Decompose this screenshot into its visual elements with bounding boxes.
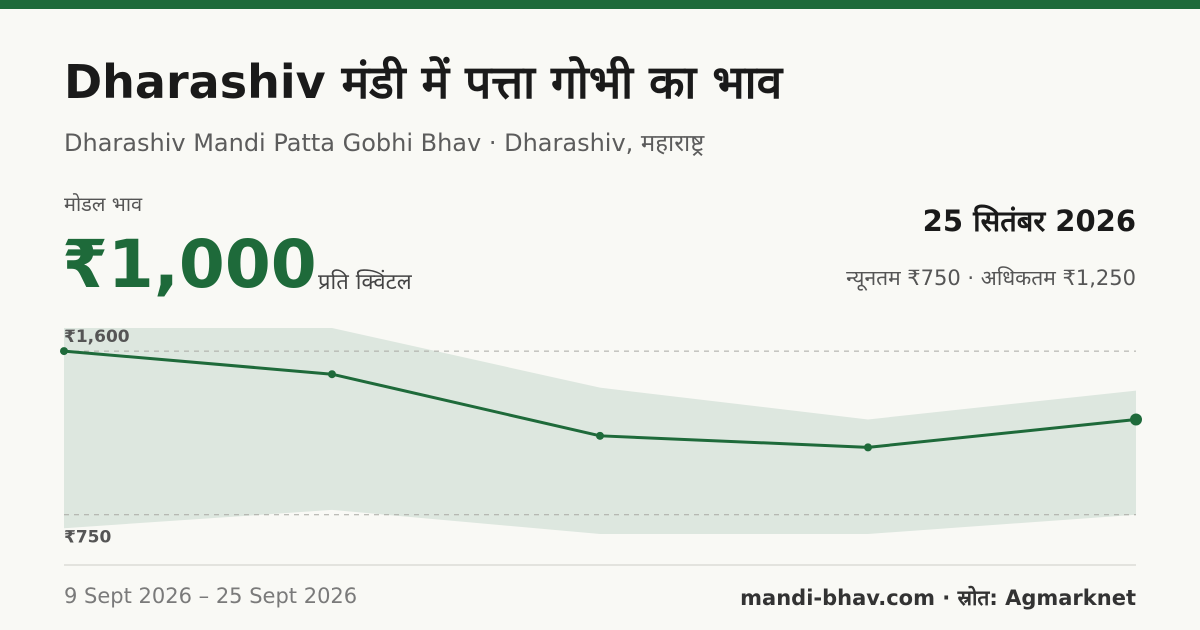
- top-accent-bar: [0, 0, 1200, 9]
- modal-price-label: मोडल भाव: [64, 192, 143, 216]
- reference-line-label: ₹750: [64, 528, 111, 548]
- min-max-price: न्यूनतम ₹750 · अधिकतम ₹1,250: [846, 266, 1136, 290]
- data-point: [328, 370, 336, 379]
- data-point: [864, 443, 872, 452]
- price-date: 25 सितंबर 2026: [922, 204, 1136, 238]
- data-point: [596, 431, 604, 440]
- page-subtitle: Dharashiv Mandi Patta Gobhi Bhav · Dhara…: [64, 129, 705, 157]
- modal-price-value: ₹1,000: [62, 226, 317, 303]
- price-unit: प्रति क्विंटल: [318, 270, 412, 295]
- data-point: [60, 347, 68, 356]
- min-max-band: [64, 328, 1136, 534]
- source-credit: mandi-bhav.com · स्रोत: Agmarknet: [740, 586, 1136, 610]
- data-point: [1130, 413, 1142, 426]
- page-title: Dharashiv मंडी में पत्ता गोभी का भाव: [64, 55, 783, 109]
- date-range: 9 Sept 2026 – 25 Sept 2026: [64, 584, 358, 608]
- reference-line-label: ₹1,600: [64, 327, 130, 347]
